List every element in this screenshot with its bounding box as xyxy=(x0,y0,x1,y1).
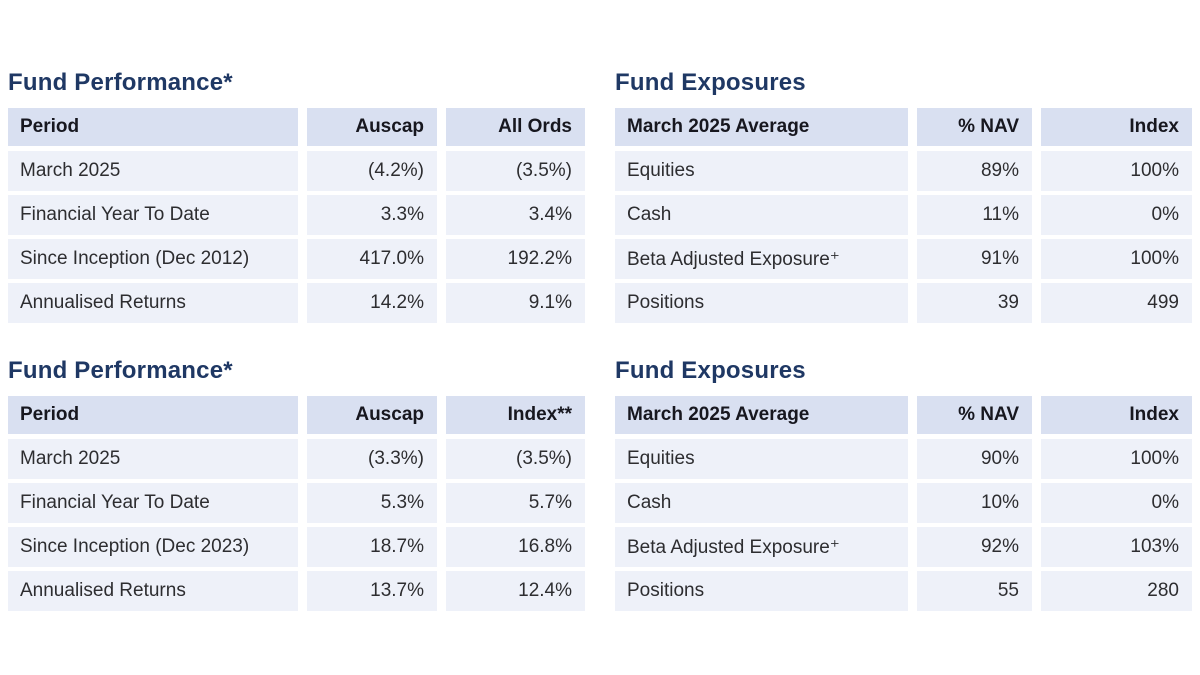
row-label: Positions xyxy=(615,283,908,323)
fund-performance-section-1: Fund Performance* Period Auscap All Ords… xyxy=(8,68,585,327)
column-header-period: Period xyxy=(8,396,298,434)
row-label: Annualised Returns xyxy=(8,571,298,611)
row-label: Beta Adjusted Exposure⁺ xyxy=(615,239,908,279)
fund-performance-section-2: Fund Performance* Period Auscap Index** … xyxy=(8,356,585,615)
value-cell: 39 xyxy=(917,283,1032,323)
value-cell: 5.7% xyxy=(446,483,585,523)
table-header-row: Period Auscap Index** xyxy=(8,396,585,434)
row-label: Financial Year To Date xyxy=(8,195,298,235)
fund-exposures-section-1: Fund Exposures March 2025 Average % NAV … xyxy=(615,68,1192,327)
row-label: Cash xyxy=(615,195,908,235)
row-label: Financial Year To Date xyxy=(8,483,298,523)
value-cell: 14.2% xyxy=(307,283,437,323)
row-label: Annualised Returns xyxy=(8,283,298,323)
value-cell: 92% xyxy=(917,527,1032,567)
column-header-auscap: Auscap xyxy=(307,396,437,434)
value-cell: 499 xyxy=(1041,283,1192,323)
table-row: Financial Year To Date 5.3% 5.7% xyxy=(8,483,585,523)
value-cell: 5.3% xyxy=(307,483,437,523)
value-cell: 100% xyxy=(1041,439,1192,479)
value-cell: 89% xyxy=(917,151,1032,191)
value-cell: 9.1% xyxy=(446,283,585,323)
column-header-period: Period xyxy=(8,108,298,146)
fund-performance-table-2: Period Auscap Index** March 2025 (3.3%) … xyxy=(8,396,585,611)
value-cell: (3.5%) xyxy=(446,439,585,479)
section-title: Fund Exposures xyxy=(615,357,806,384)
column-header-all-ords: All Ords xyxy=(446,108,585,146)
fund-exposures-table-2: March 2025 Average % NAV Index Equities … xyxy=(615,396,1192,611)
section-title: Fund Performance* xyxy=(8,357,233,384)
section-title: Fund Exposures xyxy=(615,69,806,96)
table-row: Annualised Returns 14.2% 9.1% xyxy=(8,283,585,323)
fund-performance-table-1: Period Auscap All Ords March 2025 (4.2%)… xyxy=(8,108,585,323)
table-row: Since Inception (Dec 2023) 18.7% 16.8% xyxy=(8,527,585,567)
row-label: Since Inception (Dec 2023) xyxy=(8,527,298,567)
row-label: Since Inception (Dec 2012) xyxy=(8,239,298,279)
table-header-row: March 2025 Average % NAV Index xyxy=(615,396,1192,434)
value-cell: (3.3%) xyxy=(307,439,437,479)
value-cell: 10% xyxy=(917,483,1032,523)
table-row: Equities 90% 100% xyxy=(615,439,1192,479)
column-header-index: Index** xyxy=(446,396,585,434)
value-cell: 16.8% xyxy=(446,527,585,567)
table-row: March 2025 (4.2%) (3.5%) xyxy=(8,151,585,191)
table-row: Positions 55 280 xyxy=(615,571,1192,611)
table-row: Positions 39 499 xyxy=(615,283,1192,323)
row-label: March 2025 xyxy=(8,439,298,479)
table-header-row: March 2025 Average % NAV Index xyxy=(615,108,1192,146)
table-row: Annualised Returns 13.7% 12.4% xyxy=(8,571,585,611)
value-cell: 55 xyxy=(917,571,1032,611)
table-row: Equities 89% 100% xyxy=(615,151,1192,191)
row-label: Equities xyxy=(615,151,908,191)
value-cell: 192.2% xyxy=(446,239,585,279)
table-row: March 2025 (3.3%) (3.5%) xyxy=(8,439,585,479)
row-label: Beta Adjusted Exposure⁺ xyxy=(615,527,908,567)
row-label: Equities xyxy=(615,439,908,479)
value-cell: 417.0% xyxy=(307,239,437,279)
value-cell: 18.7% xyxy=(307,527,437,567)
table-header-row: Period Auscap All Ords xyxy=(8,108,585,146)
table-row: Cash 11% 0% xyxy=(615,195,1192,235)
row-label: March 2025 xyxy=(8,151,298,191)
value-cell: (3.5%) xyxy=(446,151,585,191)
value-cell: 100% xyxy=(1041,239,1192,279)
table-row: Financial Year To Date 3.3% 3.4% xyxy=(8,195,585,235)
value-cell: 280 xyxy=(1041,571,1192,611)
value-cell: 13.7% xyxy=(307,571,437,611)
table-row: Since Inception (Dec 2012) 417.0% 192.2% xyxy=(8,239,585,279)
value-cell: 3.3% xyxy=(307,195,437,235)
column-header-auscap: Auscap xyxy=(307,108,437,146)
section-title: Fund Performance* xyxy=(8,69,233,96)
column-header-pct-nav: % NAV xyxy=(917,396,1032,434)
column-header-index: Index xyxy=(1041,108,1192,146)
column-header-pct-nav: % NAV xyxy=(917,108,1032,146)
value-cell: (4.2%) xyxy=(307,151,437,191)
row-label: Cash xyxy=(615,483,908,523)
fund-exposures-section-2: Fund Exposures March 2025 Average % NAV … xyxy=(615,356,1192,615)
value-cell: 100% xyxy=(1041,151,1192,191)
fund-exposures-table-1: March 2025 Average % NAV Index Equities … xyxy=(615,108,1192,323)
column-header-index: Index xyxy=(1041,396,1192,434)
row-label: Positions xyxy=(615,571,908,611)
value-cell: 0% xyxy=(1041,483,1192,523)
table-row: Beta Adjusted Exposure⁺ 91% 100% xyxy=(615,239,1192,279)
value-cell: 3.4% xyxy=(446,195,585,235)
value-cell: 91% xyxy=(917,239,1032,279)
value-cell: 90% xyxy=(917,439,1032,479)
table-row: Cash 10% 0% xyxy=(615,483,1192,523)
column-header-march-2025-average: March 2025 Average xyxy=(615,108,908,146)
value-cell: 103% xyxy=(1041,527,1192,567)
value-cell: 0% xyxy=(1041,195,1192,235)
value-cell: 11% xyxy=(917,195,1032,235)
value-cell: 12.4% xyxy=(446,571,585,611)
table-row: Beta Adjusted Exposure⁺ 92% 103% xyxy=(615,527,1192,567)
column-header-march-2025-average: March 2025 Average xyxy=(615,396,908,434)
